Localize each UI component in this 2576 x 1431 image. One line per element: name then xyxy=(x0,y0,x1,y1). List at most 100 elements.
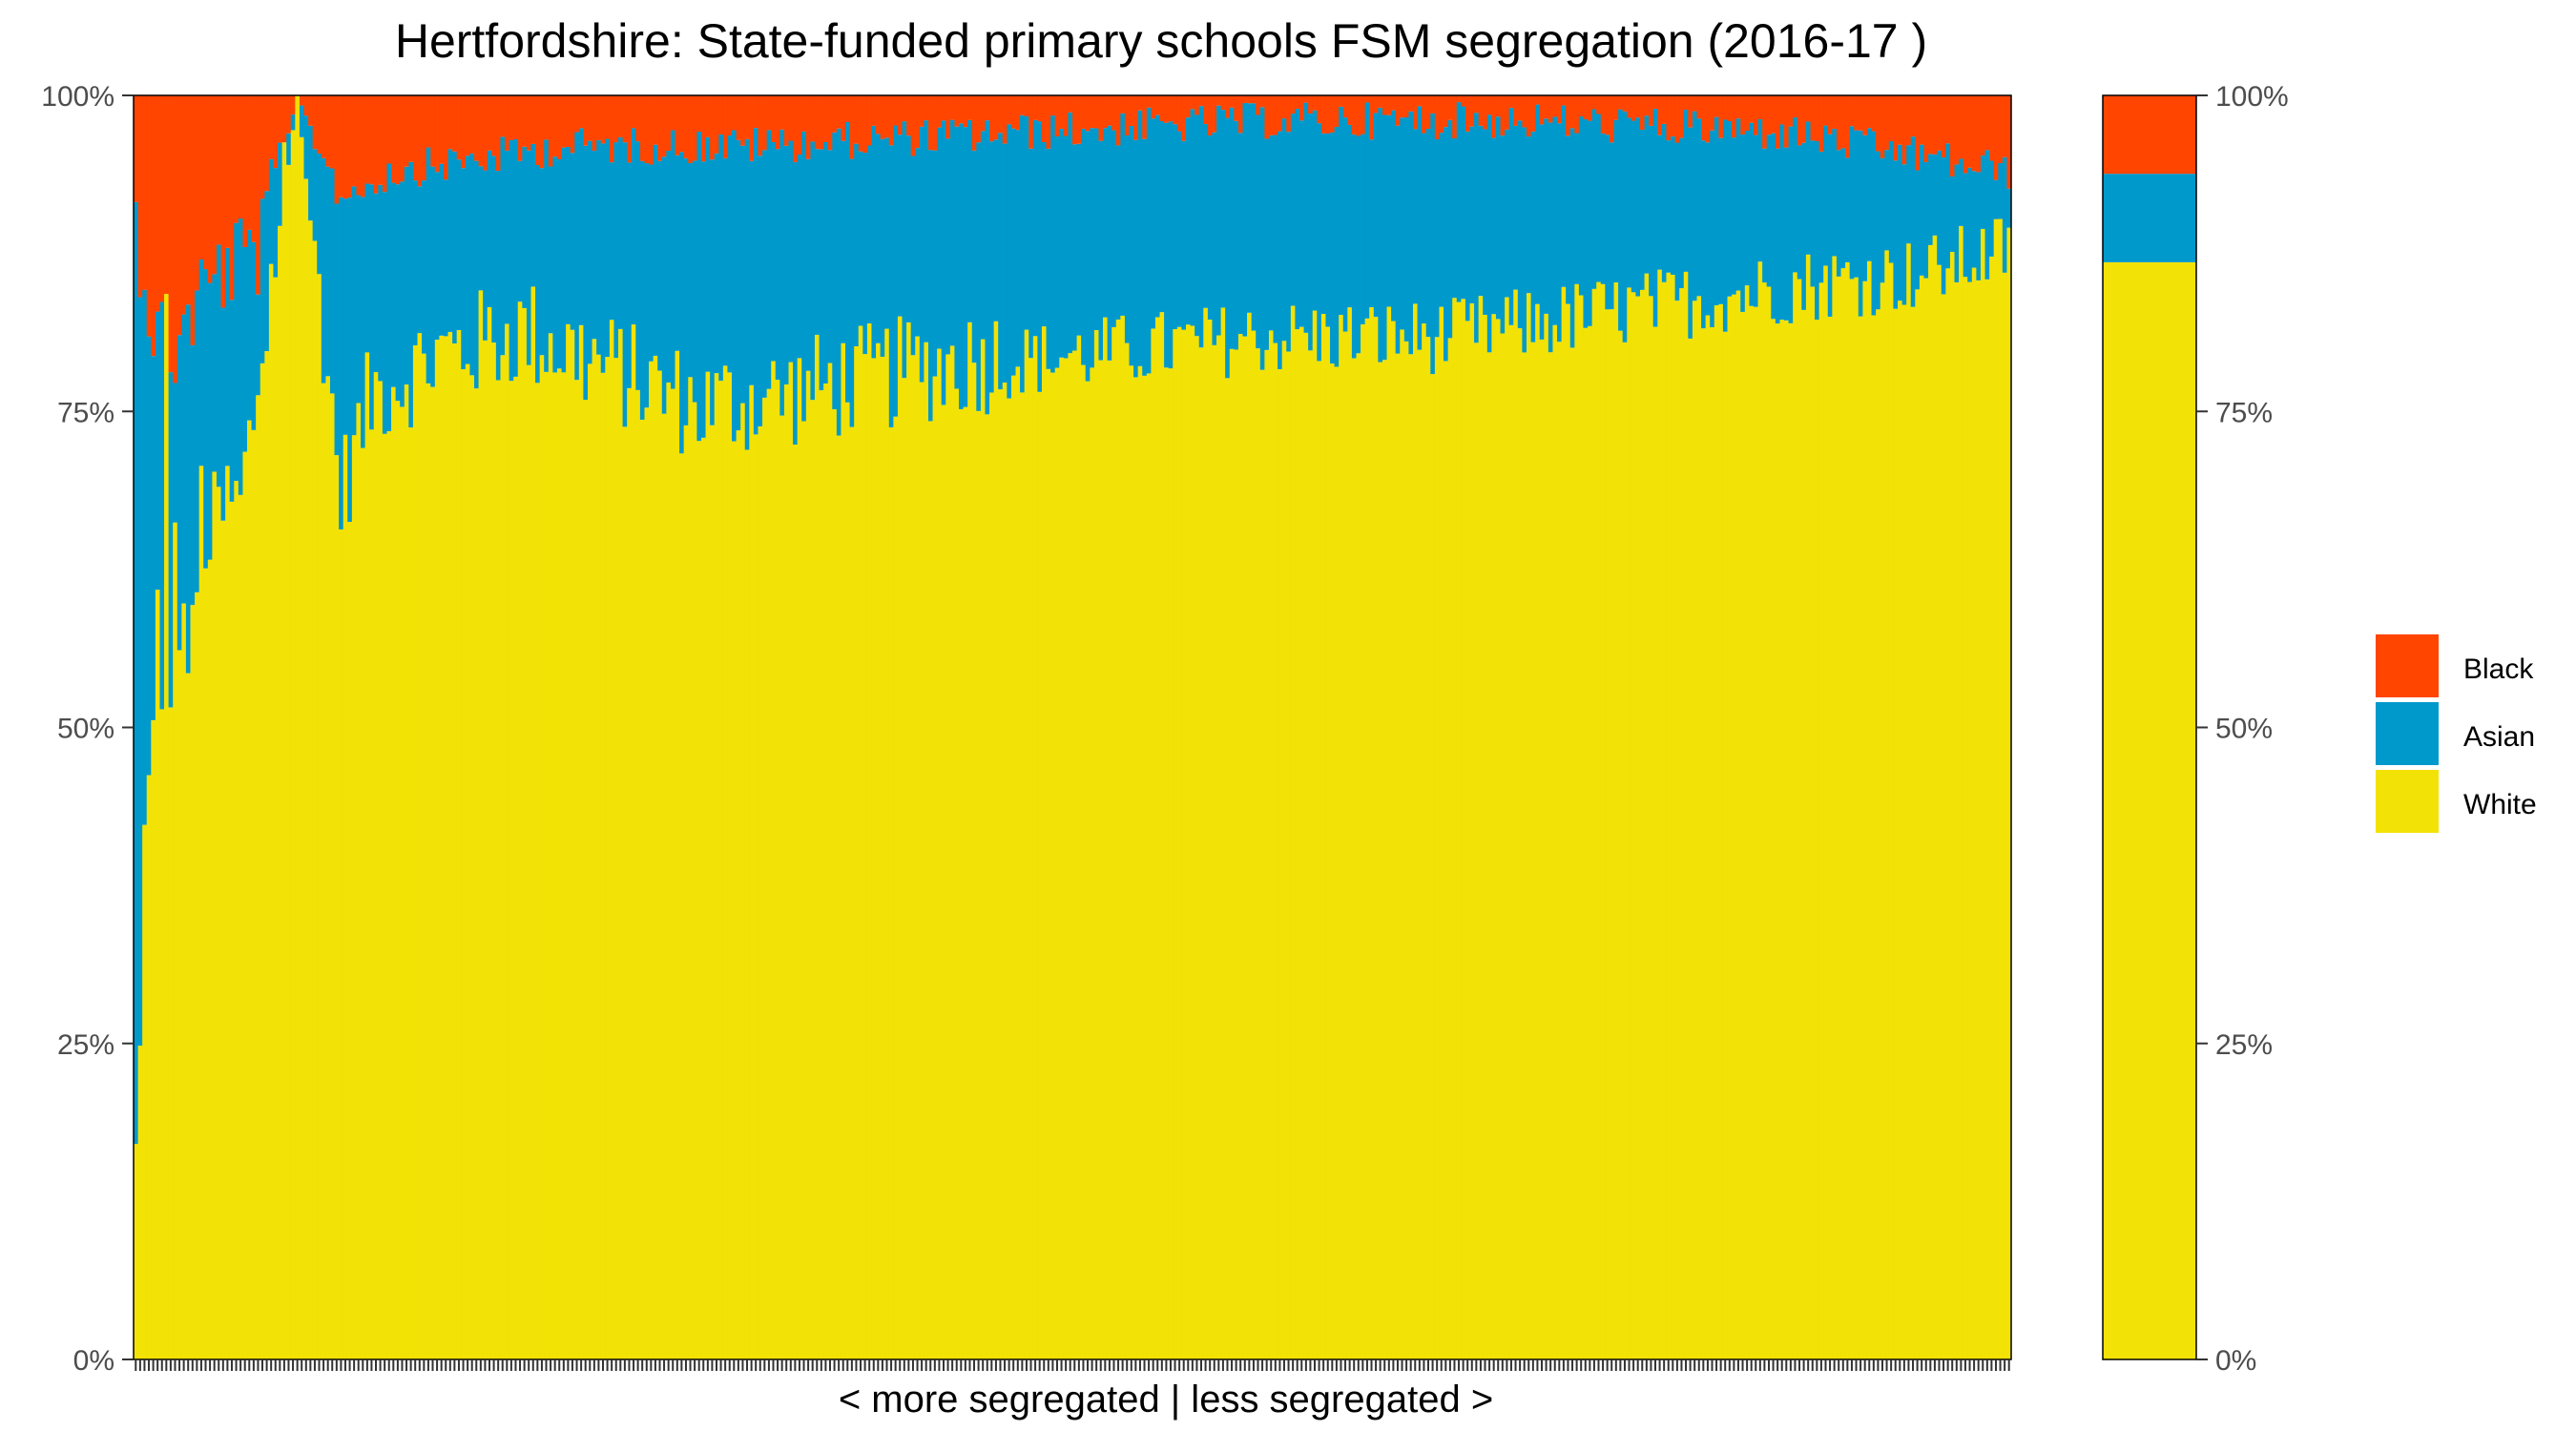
bar-segment-black xyxy=(1657,95,1663,135)
bar-segment-black xyxy=(1186,95,1191,118)
bar-segment-asian xyxy=(1954,164,1960,282)
bar-segment-black xyxy=(1810,95,1816,141)
bar-segment-white xyxy=(583,400,589,1360)
bar-segment-asian xyxy=(932,150,938,377)
bar-segment-black xyxy=(1386,95,1392,115)
bar-segment-asian xyxy=(583,145,589,401)
y-tick-label-left: 50% xyxy=(57,714,114,745)
bar-segment-white xyxy=(1342,331,1348,1359)
bar-segment-asian xyxy=(181,314,187,604)
bar-segment-asian xyxy=(325,166,331,377)
bar-segment-white xyxy=(1020,392,1026,1359)
bar-segment-asian xyxy=(1417,106,1423,350)
bar-segment-black xyxy=(142,95,148,290)
bar-segment-black xyxy=(207,95,213,283)
bar-segment-asian xyxy=(1041,142,1047,327)
bar-segment-black xyxy=(1146,95,1152,108)
bar-segment-asian xyxy=(408,161,414,428)
bar-segment-black xyxy=(967,95,973,120)
bar-segment-asian xyxy=(473,160,479,389)
bar-segment-white xyxy=(954,388,960,1360)
bar-segment-black xyxy=(1937,95,1942,151)
bar-segment-white xyxy=(1993,218,1999,1360)
bar-segment-white xyxy=(866,323,872,1359)
bar-segment-black xyxy=(1884,95,1890,151)
bar-segment-black xyxy=(439,95,445,164)
main-panel-bars xyxy=(134,95,2012,1360)
bar-segment-black xyxy=(710,95,716,160)
bar-segment-white xyxy=(574,380,580,1360)
bar-segment-white xyxy=(1259,369,1265,1359)
bar-segment-black xyxy=(705,95,711,137)
bar-segment-black xyxy=(465,95,470,156)
bar-segment-asian xyxy=(993,139,999,321)
bar-segment-black xyxy=(783,95,789,146)
bar-segment-asian xyxy=(1574,133,1580,284)
y-axis-right: 0% 25% 50% 75% 100% xyxy=(2196,81,2289,1377)
bar-segment-black xyxy=(1539,95,1545,125)
bar-segment-white xyxy=(1666,272,1672,1359)
bar-segment-black xyxy=(906,95,912,136)
bar-segment-black xyxy=(1486,95,1492,115)
bar-segment-white xyxy=(522,307,528,1360)
bar-segment-black xyxy=(1234,95,1239,121)
bar-segment-white xyxy=(888,426,894,1359)
bar-segment-asian xyxy=(805,158,811,371)
bar-segment-black xyxy=(1635,95,1641,118)
bar-segment-black xyxy=(631,95,636,129)
bar-segment-asian xyxy=(919,126,924,383)
bar-segment-white xyxy=(1910,306,1916,1359)
bar-segment-asian xyxy=(714,153,719,374)
bar-segment-white xyxy=(1644,273,1650,1359)
bar-segment-black xyxy=(845,95,850,122)
bar-segment-black xyxy=(1076,95,1082,144)
bar-segment-asian xyxy=(1325,133,1331,327)
bar-segment-black xyxy=(810,95,816,142)
bar-segment-white xyxy=(980,339,986,1359)
bar-segment-black xyxy=(1046,95,1051,149)
bar-segment-asian xyxy=(434,172,440,341)
bar-segment-black xyxy=(548,95,553,167)
bar-segment-white xyxy=(1976,280,1982,1359)
bar-segment-asian xyxy=(1469,126,1475,303)
bar-segment-white xyxy=(1054,367,1060,1359)
bar-segment-asian xyxy=(334,203,340,456)
bar-segment-asian xyxy=(753,128,758,435)
bar-segment-white xyxy=(430,386,436,1360)
bar-segment-white xyxy=(1818,282,1824,1359)
bar-segment-white xyxy=(1320,313,1326,1359)
bar-segment-asian xyxy=(207,282,213,560)
legend-swatch-black xyxy=(2376,634,2439,697)
bar-segment-white xyxy=(530,286,536,1359)
bar-segment-asian xyxy=(832,132,838,409)
bar-segment-asian xyxy=(1793,117,1798,273)
bar-segment-white xyxy=(469,375,475,1360)
bar-segment-black xyxy=(683,95,689,158)
bar-segment-white xyxy=(1395,353,1401,1359)
bar-segment-white xyxy=(1801,309,1807,1359)
bar-segment-asian xyxy=(1552,116,1558,325)
bar-segment-white xyxy=(268,263,274,1359)
bar-segment-black xyxy=(1666,95,1672,141)
bar-segment-asian xyxy=(1103,128,1109,318)
bar-segment-asian xyxy=(1037,121,1043,392)
bar-segment-white xyxy=(592,339,597,1359)
bar-segment-asian xyxy=(841,140,846,343)
bar-segment-asian xyxy=(1893,160,1899,309)
bar-segment-asian xyxy=(2002,156,2007,273)
bar-segment-black xyxy=(1901,95,1907,165)
bar-segment-asian xyxy=(1618,109,1624,331)
bar-segment-white xyxy=(993,321,999,1359)
bar-segment-asian xyxy=(688,162,694,378)
bar-segment-asian xyxy=(517,160,523,302)
bar-segment-asian xyxy=(1775,148,1780,324)
bar-segment-white xyxy=(1901,304,1907,1359)
bar-segment-black xyxy=(1757,95,1763,119)
bar-segment-asian xyxy=(1107,125,1112,361)
bar-segment-asian xyxy=(329,168,335,394)
bar-segment-white xyxy=(666,382,672,1360)
bar-segment-black xyxy=(1583,95,1589,119)
bar-segment-white xyxy=(766,388,772,1359)
bar-segment-asian xyxy=(190,344,196,606)
bar-segment-asian xyxy=(1369,139,1375,308)
